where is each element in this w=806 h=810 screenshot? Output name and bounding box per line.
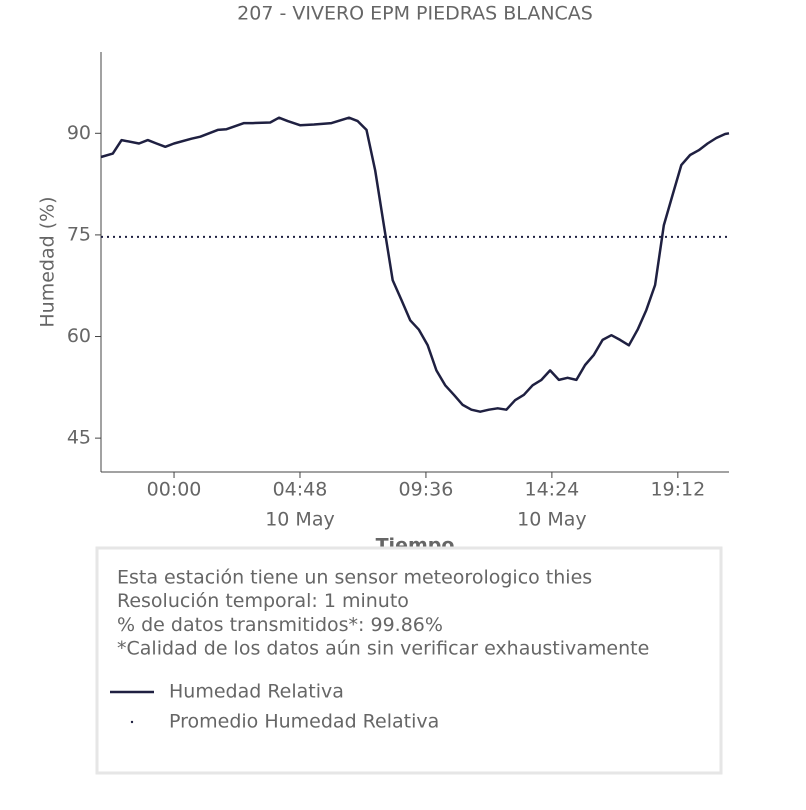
data-line [100,116,730,413]
info-note: *Calidad de los datos aún sin verificar … [117,638,649,660]
legend-label: Humedad Relativa [169,681,344,703]
x-tick-date: 10 May [517,509,587,531]
y-axis-label: Humedad (%) [37,196,59,327]
legend-label: Promedio Humedad Relativa [169,711,439,733]
info-note: Esta estación tiene un sensor meteorolog… [117,567,592,589]
y-tick-label: 45 [67,427,91,449]
info-note: Resolución temporal: 1 minuto [117,590,409,612]
chart-title: 207 - VIVERO EPM PIEDRAS BLANCAS [237,3,593,25]
x-tick-label: 09:36 [399,479,454,501]
x-tick-date: 10 May [265,509,335,531]
info-note: % de datos transmitidos*: 99.86% [117,614,443,636]
y-tick-label: 60 [67,325,91,347]
y-tick-label: 75 [67,223,91,245]
x-tick-label: 19:12 [650,479,705,501]
info-box [95,546,723,775]
x-tick-label: 14:24 [525,479,580,501]
legend-swatch [130,720,134,724]
y-tick-label: 90 [67,122,91,144]
x-tick-label: 04:48 [273,479,328,501]
x-tick-label: 00:00 [147,479,202,501]
